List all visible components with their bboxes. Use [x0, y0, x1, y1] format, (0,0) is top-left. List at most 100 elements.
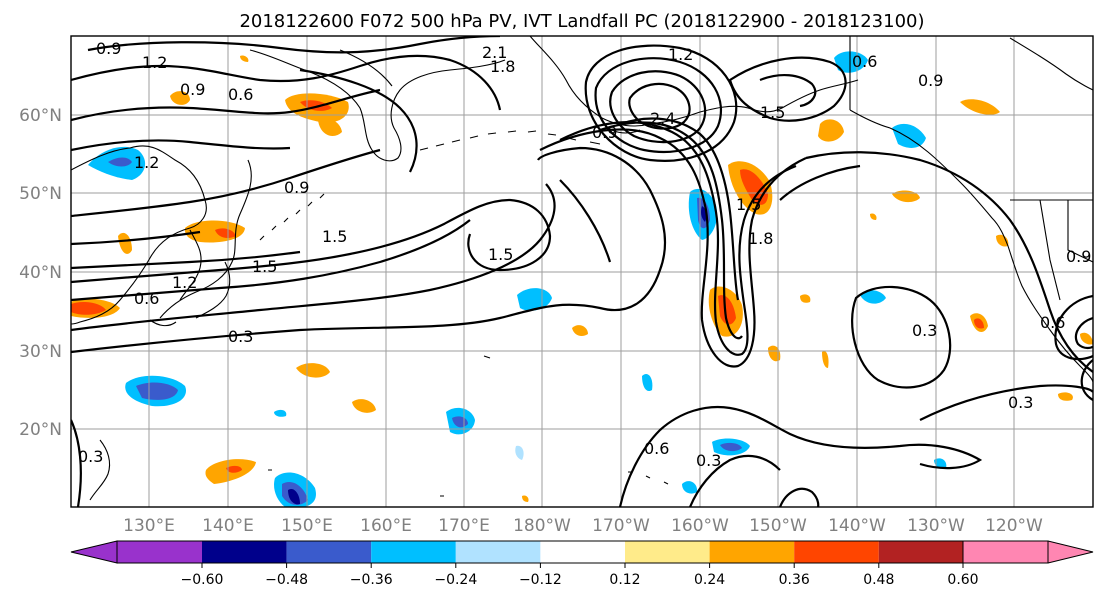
colorbar-bin [625, 541, 710, 563]
lat-label: 30°N [19, 342, 62, 362]
colorbar-bin [794, 541, 879, 563]
lon-label: 160°E [360, 516, 412, 536]
contour-labels: 0.9 1.2 0.6 0.9 1.2 2.1 1.8 1.2 2.4 1.5 … [78, 39, 1091, 470]
contour-label: 0.6 [644, 439, 669, 458]
positive-anomaly [960, 99, 1000, 115]
figure-title: 2018122600 F072 500 hPa PV, IVT Landfall… [239, 11, 924, 32]
contour-label: 0.6 [852, 52, 877, 71]
colorbar-tick-label: −0.48 [265, 572, 308, 588]
contour-label: 1.2 [134, 153, 159, 172]
contour-label: 0.9 [592, 123, 617, 142]
colorbar-bin [455, 541, 541, 563]
contour-label: 0.9 [284, 178, 309, 197]
colorbar-tick-label: 0.36 [779, 572, 810, 588]
positive-anomaly [352, 399, 376, 413]
positive-anomaly [240, 55, 249, 62]
lon-label: 140°W [828, 516, 886, 536]
lon-label: 170°W [592, 516, 650, 536]
shading-layer [71, 51, 1093, 507]
lon-label: 150°E [281, 516, 333, 536]
contour-label: 0.6 [134, 289, 159, 308]
colorbar-tick-label: 0.60 [947, 572, 978, 588]
colorbar-bin [709, 541, 795, 563]
contour-label: 2.1 [482, 43, 507, 62]
colorbar-extend-high [962, 540, 1094, 564]
contour-label: 1.5 [736, 195, 761, 214]
lon-label: 150°W [749, 516, 807, 536]
positive-anomaly [118, 232, 132, 254]
lat-label: 40°N [19, 263, 62, 283]
colorbar-bin [540, 541, 625, 563]
negative-anomaly [274, 409, 287, 417]
lat-label: 50°N [19, 184, 62, 204]
contour-label: 1.5 [322, 227, 347, 246]
colorbar-bin [117, 541, 202, 563]
colorbar-tick-label: 0.48 [863, 572, 894, 588]
latitude-labels: 60°N 50°N 40°N 30°N 20°N [19, 106, 62, 440]
lon-label: 180°W [513, 516, 571, 536]
lon-label: 140°E [202, 516, 254, 536]
longitude-labels: 130°E 140°E 150°E 160°E 170°E 180°W 170°… [123, 516, 1043, 536]
contour-label: 1.2 [172, 273, 197, 292]
lat-label: 60°N [19, 106, 62, 126]
negative-anomaly [682, 481, 698, 494]
contour-label: 1.5 [252, 257, 277, 276]
contour-label: 0.9 [96, 39, 121, 58]
lon-label: 160°W [671, 516, 729, 536]
colorbar-bin [878, 541, 963, 563]
lat-label: 20°N [19, 420, 62, 440]
lon-label: 170°E [438, 516, 490, 536]
colorbar-tick-label: −0.24 [434, 572, 477, 588]
colorbar-tick-label: −0.36 [350, 572, 393, 588]
negative-anomaly [892, 123, 926, 148]
negative-anomaly [642, 373, 653, 392]
colorbar-ticks [201, 563, 964, 568]
colorbar-tick-label: −0.60 [181, 572, 224, 588]
contour-label: 0.9 [180, 80, 205, 99]
map-panel: 0.9 1.2 0.6 0.9 1.2 2.1 1.8 1.2 2.4 1.5 … [71, 36, 1093, 507]
colorbar-tick-label: 0.24 [694, 572, 725, 588]
contour-label: 0.3 [912, 321, 937, 340]
positive-anomaly [522, 495, 529, 502]
contour-label: 1.5 [760, 103, 785, 122]
contour-label: 0.3 [1008, 393, 1033, 412]
contour-label: 0.6 [1040, 313, 1065, 332]
contour-label: 0.3 [228, 327, 253, 346]
contour-label: 0.3 [696, 451, 721, 470]
colorbar-extend-low [70, 540, 118, 564]
contour-label: 0.9 [918, 71, 943, 90]
coastlines [71, 36, 1093, 501]
contour-label: 1.5 [488, 245, 513, 264]
contour-label: 1.8 [490, 57, 515, 76]
lon-label: 130°W [907, 516, 965, 536]
contour-label: 0.6 [228, 85, 253, 104]
positive-anomaly [572, 325, 588, 336]
lon-label: 120°W [985, 516, 1043, 536]
negative-anomaly [860, 290, 886, 304]
positive-anomaly [1058, 392, 1073, 401]
contour-label: 1.8 [748, 229, 773, 248]
positive-anomaly [822, 350, 829, 368]
contour-label: 1.2 [142, 53, 167, 72]
positive-anomaly [296, 363, 330, 378]
positive-anomaly [996, 234, 1009, 247]
positive-anomaly [768, 345, 781, 362]
positive-anomaly [1080, 332, 1093, 345]
colorbar-tick-label: 0.12 [609, 572, 640, 588]
positive-anomaly [870, 213, 877, 220]
contour-label: 2.4 [650, 109, 675, 128]
colorbar-tick-label: −0.12 [519, 572, 562, 588]
positive-anomaly [818, 119, 844, 142]
contour-label: 1.2 [668, 45, 693, 64]
pv-contours [71, 36, 1093, 507]
colorbar-bin [286, 541, 372, 563]
negative-anomaly [934, 458, 947, 469]
colorbar-bin [202, 541, 287, 563]
negative-anomaly [517, 288, 552, 311]
positive-anomaly [800, 294, 811, 303]
negative-anomaly [834, 51, 868, 73]
colorbar: −0.60 −0.48 −0.36 −0.24 −0.12 0.12 0.24 … [70, 540, 1094, 588]
lon-label: 130°E [123, 516, 175, 536]
positive-anomaly [170, 91, 190, 105]
